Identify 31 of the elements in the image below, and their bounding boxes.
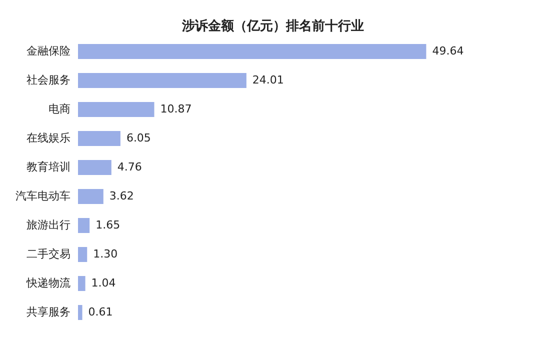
- y-tick-label: 二手交易: [26, 248, 70, 260]
- data-label: 1.04: [91, 276, 116, 290]
- data-label: 6.05: [126, 132, 151, 144]
- bar: [78, 44, 426, 59]
- data-label: 1.65: [96, 218, 120, 232]
- y-tick-label: 金融保险: [26, 44, 70, 58]
- bar: [78, 131, 120, 146]
- bar: [78, 73, 246, 88]
- data-label: 3.62: [109, 190, 134, 202]
- bar: [78, 276, 86, 291]
- data-label: 24.01: [252, 74, 284, 86]
- data-label: 4.76: [117, 160, 142, 174]
- bar: [78, 160, 112, 175]
- bar: [78, 189, 104, 204]
- y-tick-label: 共享服务: [26, 306, 70, 318]
- y-tick-label: 快递物流: [26, 276, 70, 290]
- bar: [78, 305, 82, 320]
- data-label: 0.61: [88, 306, 113, 318]
- y-tick-label: 电商: [48, 102, 70, 116]
- y-tick-label: 旅游出行: [26, 218, 70, 232]
- data-label: 49.64: [432, 44, 464, 58]
- y-tick-label: 汽车电动车: [16, 190, 70, 202]
- y-tick-label: 社会服务: [26, 74, 70, 86]
- bar: [78, 247, 88, 262]
- y-tick-label: 在线娱乐: [26, 132, 70, 144]
- y-tick-label: 教育培训: [26, 160, 70, 174]
- bar: [78, 102, 154, 117]
- data-label: 10.87: [160, 102, 192, 116]
- chart-title: 涉诉金额（亿元）排名前十行业: [181, 18, 364, 34]
- bar: [78, 218, 90, 233]
- data-label: 1.30: [93, 248, 118, 260]
